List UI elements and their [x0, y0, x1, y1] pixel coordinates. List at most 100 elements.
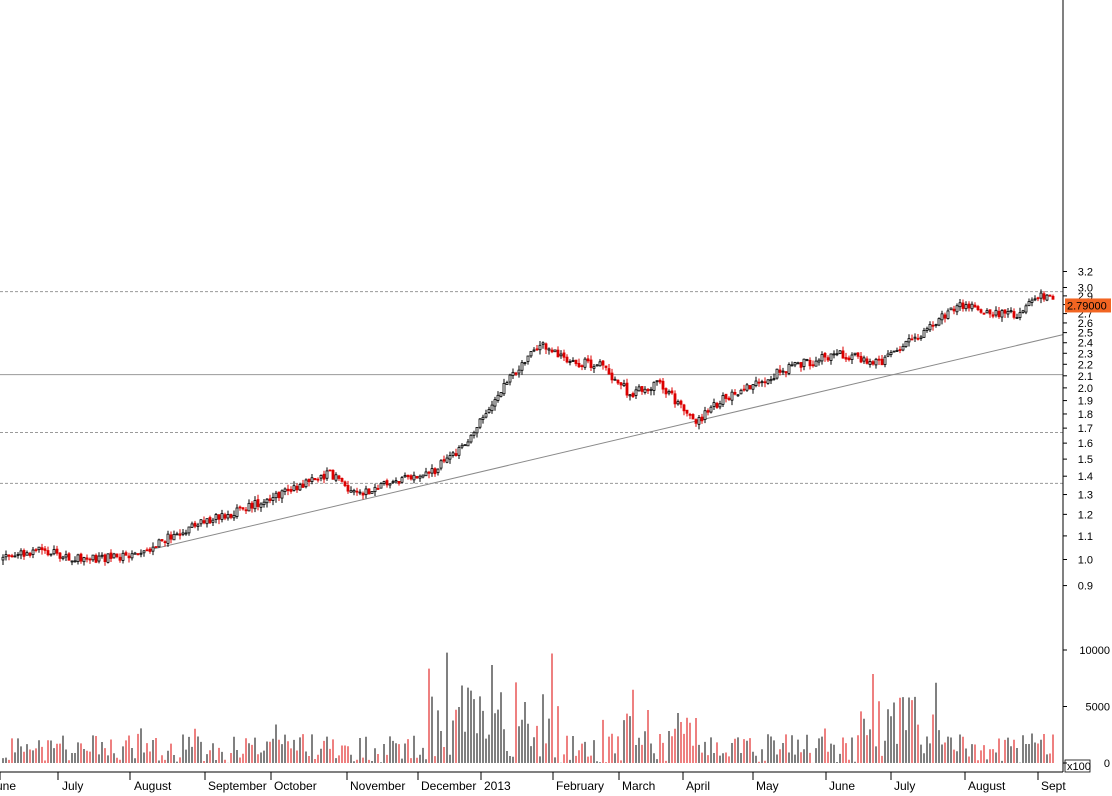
candle-up [781, 370, 785, 373]
candle-up [436, 468, 440, 474]
candle-up [553, 349, 557, 353]
candle-down [277, 491, 281, 499]
price-candles [1, 289, 1055, 566]
candle-down [376, 487, 380, 490]
candle-up [766, 379, 770, 384]
candle-down [658, 379, 662, 383]
candle-up [1009, 310, 1013, 313]
candle-down [169, 534, 173, 540]
candle-up [73, 560, 77, 563]
candle-down [94, 554, 98, 563]
candle-up [736, 394, 740, 397]
price-tick-label: 3.2 [1078, 267, 1093, 279]
candle-down [724, 393, 728, 399]
candle-down [733, 392, 737, 395]
candle-up [760, 381, 764, 384]
candle-up [709, 406, 713, 413]
candle-up [130, 553, 134, 559]
candle-up [211, 519, 215, 523]
candle-up [712, 402, 716, 407]
support-trendline [149, 334, 1064, 551]
candle-down [415, 476, 419, 479]
candle-down [85, 557, 89, 560]
candle-up [805, 359, 809, 361]
price-tick-label: 2.6 [1078, 318, 1093, 330]
candle-up [985, 310, 989, 314]
candle-up [199, 519, 203, 525]
candle-up [112, 553, 116, 559]
candle-down [250, 502, 254, 509]
candle-down [118, 556, 122, 561]
candle-down [202, 520, 206, 524]
candle-up [721, 395, 725, 405]
candle-down [28, 552, 32, 556]
candle-up [1039, 292, 1043, 299]
candle-up [232, 514, 236, 519]
candle-down [823, 353, 827, 358]
price-tick-label: 1.1 [1078, 531, 1093, 543]
time-axis-label: July [62, 779, 83, 793]
candle-down [67, 553, 71, 561]
candle-down [625, 382, 629, 396]
candle-down [136, 553, 140, 556]
candle-down [871, 361, 875, 365]
candle-up [394, 480, 398, 483]
candle-up [1045, 294, 1049, 301]
candle-down [256, 499, 260, 507]
candle-up [892, 350, 896, 353]
candle-up [61, 556, 65, 560]
candle-up [142, 550, 146, 554]
candle-up [235, 507, 239, 517]
candle-up [925, 328, 929, 331]
candle-up [445, 457, 449, 463]
price-tick-label: 0.9 [1078, 581, 1093, 593]
candle-down [46, 550, 50, 556]
candle-up [172, 533, 176, 541]
price-tick-label: 2.1 [1078, 371, 1093, 383]
candle-up [541, 342, 545, 345]
candle-up [904, 340, 908, 347]
candle-up [400, 477, 404, 483]
candle-down [535, 348, 539, 351]
candle-up [220, 513, 224, 520]
candle-down [916, 337, 920, 340]
candle-down [589, 359, 593, 368]
candle-up [292, 485, 296, 491]
time-axis-label: 2013 [484, 779, 511, 793]
candle-up [319, 475, 323, 479]
candle-up [421, 474, 425, 478]
candle-up [16, 554, 20, 556]
candle-up [439, 460, 443, 469]
candle-up [751, 384, 755, 390]
candle-up [1027, 301, 1031, 307]
candle-up [517, 369, 521, 374]
candle-up [949, 307, 953, 311]
candle-down [742, 388, 746, 391]
candle-up [787, 364, 791, 374]
candle-down [691, 414, 695, 420]
time-axis-label: July [894, 779, 915, 793]
candle-down [103, 554, 107, 562]
candle-down [748, 385, 752, 390]
candle-up [259, 503, 263, 508]
candle-up [622, 383, 626, 386]
candle-down [340, 477, 344, 482]
candle-up [484, 413, 488, 418]
candle-up [298, 484, 302, 491]
volume-axis-ticks: 10000 5000 0 [1063, 645, 1110, 770]
candle-down [361, 492, 365, 496]
price-tick-label: 2.2 [1078, 359, 1093, 371]
candle-up [100, 554, 104, 557]
time-axis-label: February [556, 779, 604, 793]
candle-down [1042, 293, 1046, 300]
candle-down [880, 358, 884, 366]
candle-up [508, 374, 512, 383]
candle-up [1006, 311, 1010, 315]
candle-up [502, 383, 506, 395]
candle-down [295, 485, 299, 491]
candle-down [1051, 295, 1055, 300]
candle-down [301, 483, 305, 488]
candle-up [583, 358, 587, 368]
candle-up [496, 394, 500, 401]
candle-down [433, 468, 437, 475]
